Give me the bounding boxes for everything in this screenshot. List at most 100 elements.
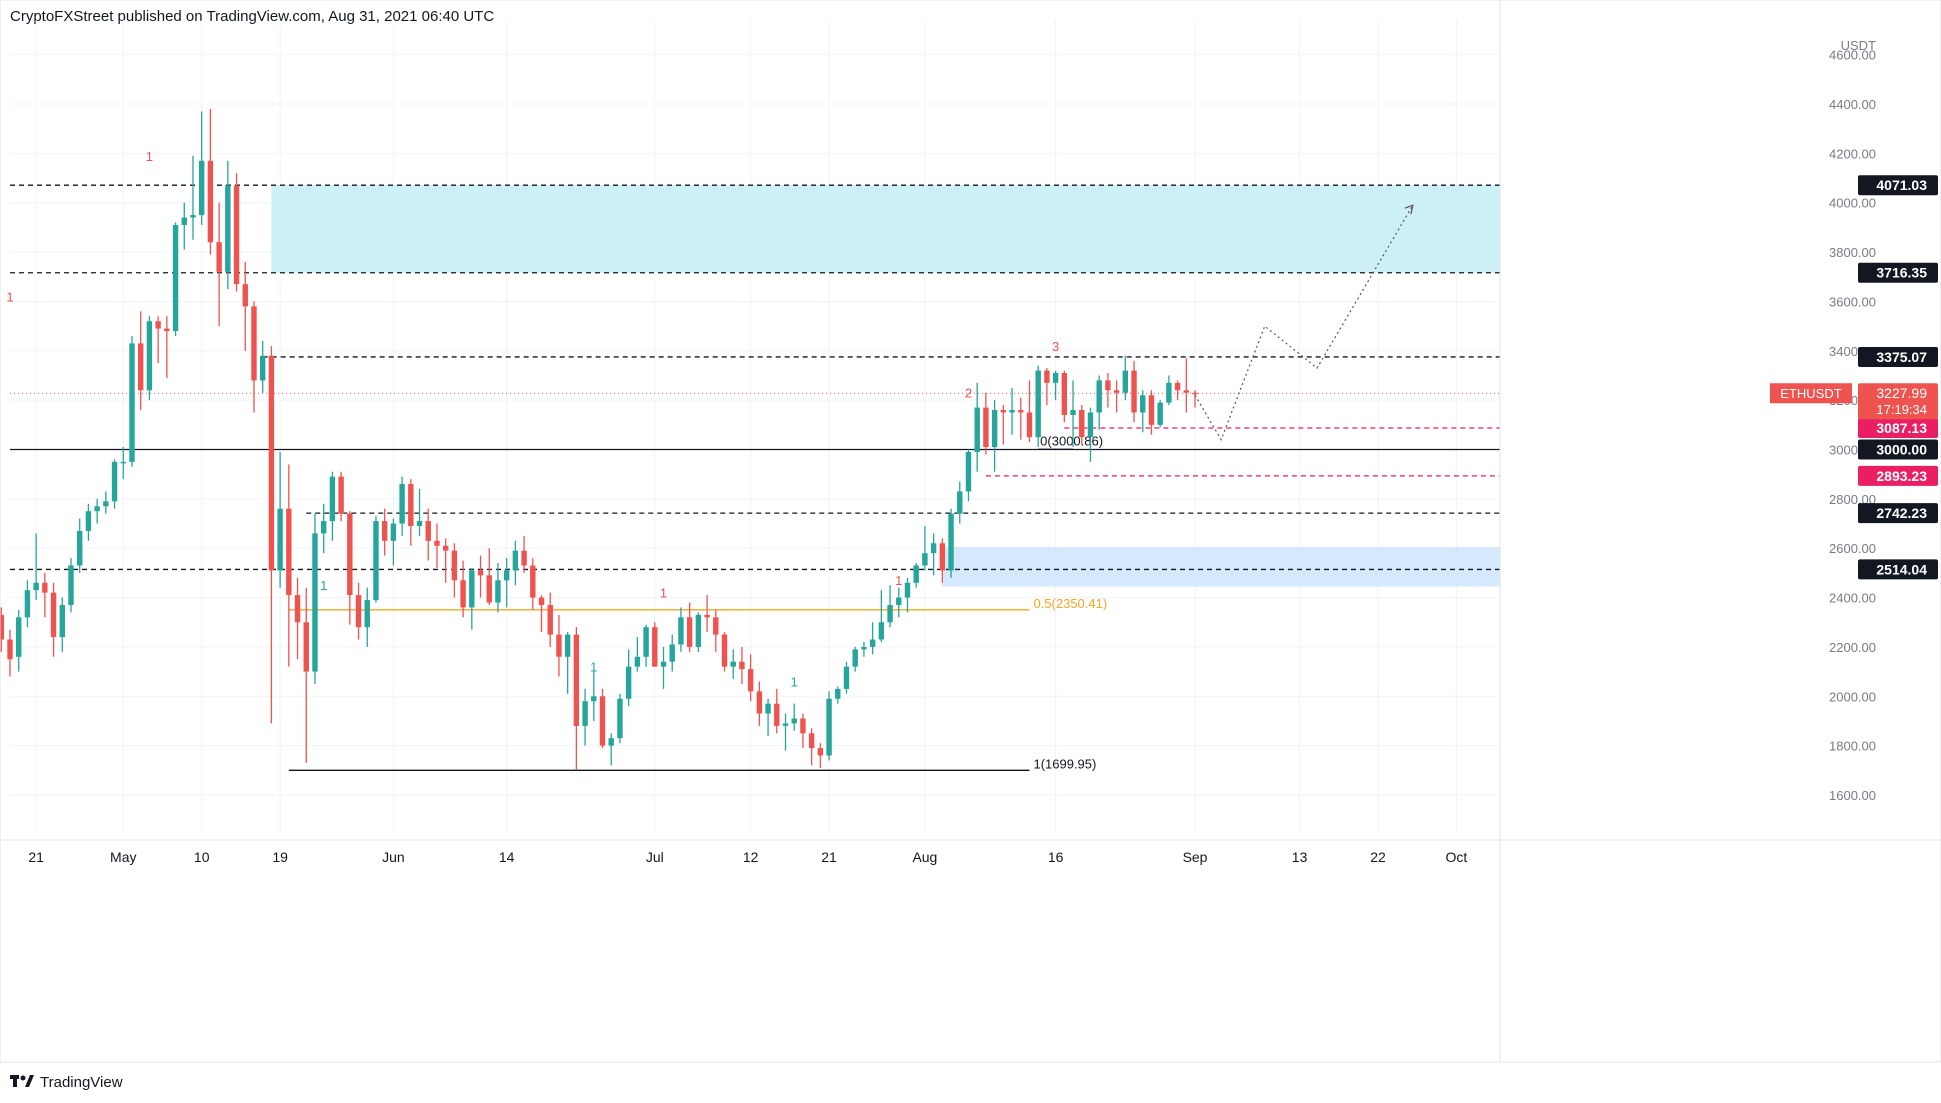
candle-body [1105,380,1111,391]
candle-body [425,521,431,541]
candle-body [408,484,414,527]
td-count-label: 1 [146,149,153,164]
candle-body [1026,412,1033,438]
candle-body [1113,390,1120,393]
publisher-caption-text: CryptoFXStreet published on TradingView.… [10,8,495,25]
candle-body [347,513,353,596]
candle-body [16,617,22,657]
candle-body [373,521,379,601]
candle-body [259,355,266,381]
candle-body [286,508,292,596]
candle-body [146,321,153,391]
candle-body [974,407,980,452]
candle-body [1166,382,1172,403]
level-badge-label: 3087.13 [1876,420,1927,436]
x-tick-label: 16 [1048,849,1064,865]
candle-body [1096,380,1102,413]
candle-body [24,590,31,618]
candle-body [930,543,937,554]
level-badge [1858,503,1938,524]
candle-body [713,617,719,635]
candle-body [1087,412,1094,438]
candle-body [1070,410,1076,415]
candle-body [434,540,440,546]
candle-body [591,696,597,702]
candle-body [268,355,275,571]
footer-brand[interactable]: TradingView [10,1074,123,1091]
candle-body [1000,410,1007,413]
candle-body [495,580,501,603]
candle-body [155,321,161,329]
candle-body [599,696,606,746]
x-tick-label: 13 [1292,849,1308,865]
candle-body [103,501,109,507]
candle-body [120,461,126,464]
td-count-label: 1 [660,586,667,601]
grid-lines [10,20,1500,832]
candle-body [512,550,519,571]
candle-body [800,718,806,734]
candle-body [320,521,327,534]
candle-body [7,639,13,660]
candle-body [521,550,527,566]
last-price-badge [1858,383,1938,420]
x-tick-label: 14 [499,849,515,865]
candle-body [774,703,780,726]
candle-body [312,533,318,672]
x-tick-label: May [110,849,136,865]
y-tick-label: 4000.00 [1829,196,1876,211]
candle-body [1122,370,1129,393]
level-badge [1858,418,1938,439]
x-tick-label: Sep [1183,849,1208,865]
candle-body [329,476,336,522]
x-tick-label: 12 [743,849,759,865]
zones [271,185,1500,587]
candle-body [835,688,841,699]
y-tick-label: 2600.00 [1829,541,1876,556]
candle-body [530,565,536,598]
td-count-label: 1 [590,660,597,675]
level-badge-label: 3716.35 [1876,265,1927,281]
candle-body [939,543,946,571]
y-tick-label: 2400.00 [1829,591,1876,606]
candle-body [355,595,362,628]
candle-body [643,627,649,657]
td-count-label: 1 [6,289,13,304]
candle-body [791,718,797,724]
candle-body [59,604,65,638]
candle-body [1061,373,1068,415]
level-badge [1858,465,1938,486]
fib-level-label: 0(3000.86) [1040,433,1103,448]
candle-body [68,565,74,605]
candle-body [896,597,902,605]
candle-body [451,550,458,581]
candle-body [765,703,771,714]
candle-body [686,617,693,647]
candle-body [416,521,423,527]
candle-body [277,508,283,571]
candle-body [486,575,492,603]
candle-body [1018,410,1024,413]
level-badge [1858,175,1938,196]
projection-path [1194,204,1414,442]
candle-body [913,565,919,583]
y-tick-label: 4200.00 [1829,146,1876,161]
candle-body [904,582,911,598]
supply-zone [271,185,1500,273]
candle-body [678,617,684,645]
candle-body [739,661,745,670]
candle-body [1192,392,1198,395]
candle-body [442,545,449,551]
candle-body [477,570,484,576]
candle-body [338,476,344,514]
candle-body [1183,390,1190,393]
price-badges: 4071.03 3716.35 3375.07 3087.13 3000.00 2893.… [1770,175,1938,580]
candle-body [965,451,972,492]
candle-body [50,592,57,638]
candle-body [399,484,405,524]
candle-body [669,644,675,662]
candle-body [242,284,248,307]
demand-zone [942,546,1500,587]
candle-body [817,748,824,756]
